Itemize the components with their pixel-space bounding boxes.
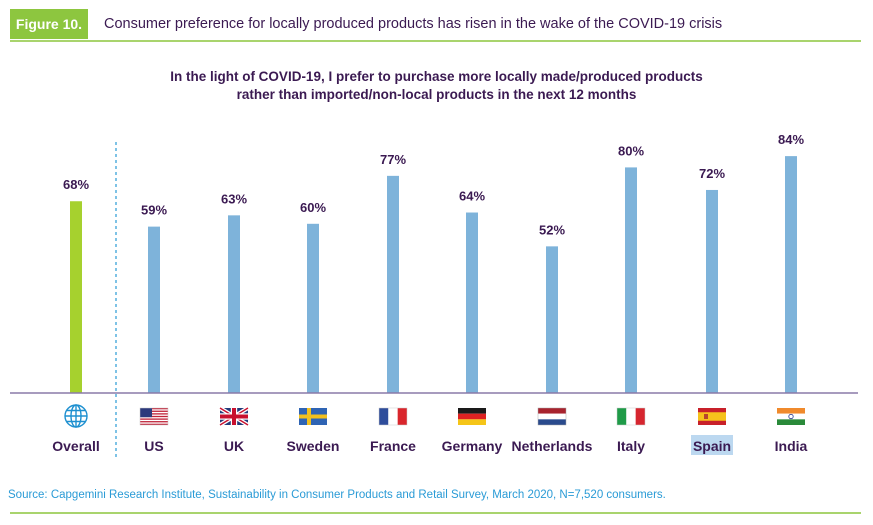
figure-title: Consumer preference for locally produced… [104, 16, 723, 32]
category-label-netherlands: Netherlands [512, 438, 593, 454]
category-label-sweden: Sweden [287, 438, 340, 454]
category-label-uk: UK [224, 438, 244, 454]
category-label-overall: Overall [52, 438, 99, 454]
bar-us [148, 226, 160, 393]
top-divider [10, 40, 861, 42]
category-label-italy: Italy [617, 438, 645, 454]
label-highlight [691, 435, 733, 455]
category-label-france: France [370, 438, 416, 454]
category-label-india: India [775, 438, 808, 454]
bar-spain [706, 189, 718, 393]
uk-flag-icon [218, 406, 250, 427]
category-label-germany: Germany [442, 438, 503, 454]
chart-title: In the light of COVID-19, I prefer to pu… [0, 68, 873, 104]
bar-italy [625, 167, 637, 393]
bar-uk [228, 215, 240, 393]
value-label: 77% [380, 152, 406, 167]
chart-title-line-2: rather than imported/non-local products … [236, 87, 637, 102]
value-label: 80% [618, 143, 644, 158]
sweden-flag-icon [299, 408, 327, 425]
value-label: 64% [459, 189, 485, 204]
bar-india [785, 156, 797, 393]
india-flag-icon [777, 408, 805, 425]
bar-germany [466, 212, 478, 393]
germany-flag-icon [458, 408, 486, 425]
value-label: 52% [539, 222, 565, 237]
value-label: 84% [778, 132, 804, 147]
bar-sweden [307, 223, 319, 393]
italy-flag-icon [616, 407, 646, 426]
figure-badge: Figure 10. [10, 9, 88, 39]
source-note: Source: Capgemini Research Institute, Su… [8, 489, 666, 501]
bar-netherlands [546, 246, 558, 393]
globe-icon [64, 404, 88, 428]
value-label: 68% [63, 177, 89, 192]
value-label: 72% [699, 166, 725, 181]
chart-title-line-1: In the light of COVID-19, I prefer to pu… [170, 69, 703, 84]
category-label-us: US [144, 438, 163, 454]
value-label: 60% [300, 200, 326, 215]
category-label-spain: Spain [693, 438, 731, 454]
value-label: 63% [221, 191, 247, 206]
bar-overall [70, 201, 82, 393]
spain-flag-icon [698, 408, 726, 425]
us-flag-icon [139, 407, 169, 426]
france-flag-icon [378, 407, 408, 426]
value-label: 59% [141, 203, 167, 218]
bar-france [387, 175, 399, 393]
netherlands-flag-icon [537, 407, 567, 426]
bottom-divider [10, 512, 861, 514]
